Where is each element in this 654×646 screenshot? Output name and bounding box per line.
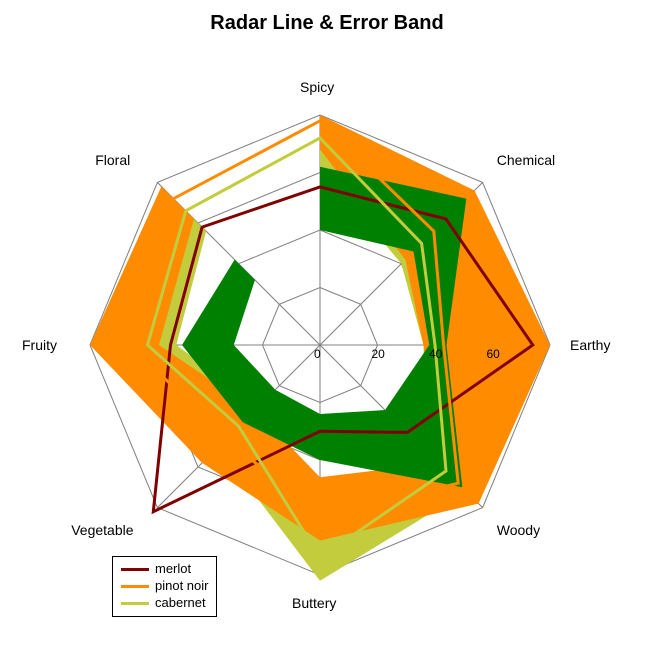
axis-label-chemical: Chemical [497, 152, 555, 168]
axis-label-floral: Floral [95, 152, 130, 168]
tick-label-60: 60 [487, 347, 500, 361]
legend-item-cabernet: cabernet [121, 595, 208, 612]
radar-chart-container: Radar Line & Error Band SpicyChemicalEar… [0, 0, 654, 646]
legend-label: pinot noir [155, 578, 208, 595]
legend-item-merlot: merlot [121, 561, 208, 578]
legend-swatch [121, 568, 149, 571]
radar-svg [0, 0, 654, 646]
legend-item-pinot-noir: pinot noir [121, 578, 208, 595]
legend: merlotpinot noircabernet [112, 556, 217, 617]
tick-label-40: 40 [429, 347, 442, 361]
tick-label-20: 20 [372, 347, 385, 361]
legend-label: cabernet [155, 595, 206, 612]
axis-label-earthy: Earthy [570, 337, 610, 353]
legend-swatch [121, 602, 149, 605]
axis-label-vegetable: Vegetable [71, 522, 133, 538]
legend-label: merlot [155, 561, 191, 578]
axis-label-woody: Woody [497, 522, 540, 538]
axis-label-fruity: Fruity [22, 337, 57, 353]
axis-label-buttery: Buttery [292, 595, 336, 611]
legend-swatch [121, 585, 149, 588]
axis-label-spicy: Spicy [300, 79, 334, 95]
tick-label-0: 0 [314, 347, 321, 361]
